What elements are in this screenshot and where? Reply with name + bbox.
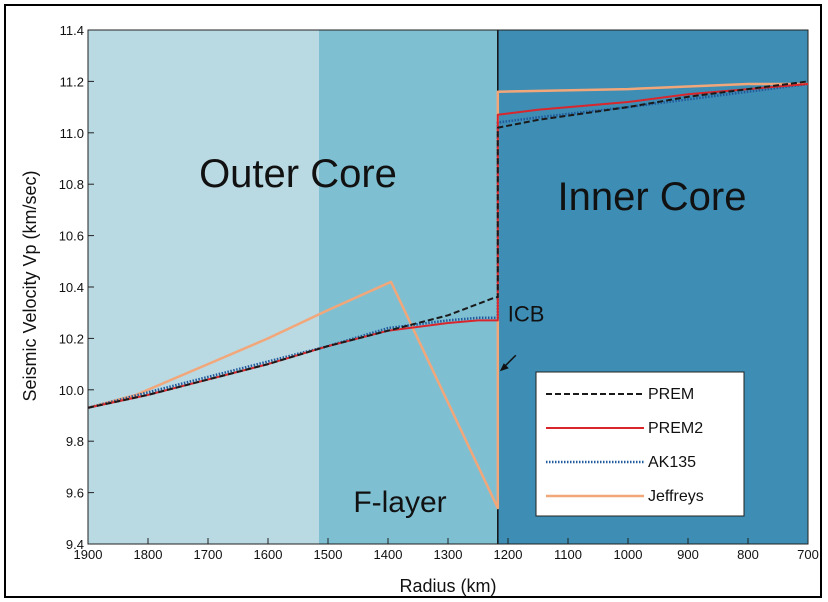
y-tick-label: 10.8 <box>59 177 84 192</box>
x-tick-label: 800 <box>737 547 759 562</box>
x-tick-label: 900 <box>677 547 699 562</box>
y-tick-label: 11.2 <box>60 74 84 89</box>
y-tick-label: 11.0 <box>60 126 84 141</box>
series-line-ak135 <box>88 82 808 410</box>
x-tick-label: 1000 <box>614 547 643 562</box>
legend-label-prem: PREM <box>648 386 694 403</box>
legend-box <box>535 371 745 517</box>
x-tick-label: 1800 <box>134 547 163 562</box>
x-tick-label: 700 <box>797 547 819 562</box>
y-axis-title: Seismic Velocity Vp (km/sec) <box>20 170 40 401</box>
y-tick-label: 9.8 <box>66 434 84 449</box>
region-f-layer <box>319 30 498 544</box>
y-tick-label: 9.6 <box>66 486 84 501</box>
y-tick-label: 10.6 <box>59 229 84 244</box>
x-tick-label: 1200 <box>494 547 523 562</box>
legend-label-ak135: AK135 <box>648 454 696 471</box>
x-tick-label: 1900 <box>74 547 103 562</box>
f-layer-label: F-layer <box>353 486 446 519</box>
y-tick-label: 10.2 <box>59 331 84 346</box>
icb-arrow-head <box>499 363 509 372</box>
y-tick-label: 10.4 <box>59 280 84 295</box>
x-tick-label: 1400 <box>374 547 403 562</box>
region-outer-core <box>88 30 319 544</box>
y-tick-label: 10.0 <box>59 383 84 398</box>
series-line-prem <box>88 80 808 409</box>
inner-core-label: Inner Core <box>558 175 747 219</box>
icb-annotation-label: ICB <box>508 301 545 326</box>
outer-core-label: Outer Core <box>199 152 397 196</box>
x-tick-label: 1600 <box>254 547 283 562</box>
legend-label-jeffreys: Jeffreys <box>648 488 704 505</box>
y-tick-label: 9.4 <box>66 537 84 552</box>
series-line-jeffreys <box>88 82 808 510</box>
x-axis-title: Radius (km) <box>399 576 496 596</box>
x-tick-label: 1300 <box>434 547 463 562</box>
x-tick-label: 1500 <box>314 547 343 562</box>
x-tick-label: 1100 <box>554 547 582 562</box>
y-tick-label: 11.4 <box>60 23 84 38</box>
legend-label-prem2: PREM2 <box>648 420 703 437</box>
x-tick-label: 1700 <box>194 547 223 562</box>
